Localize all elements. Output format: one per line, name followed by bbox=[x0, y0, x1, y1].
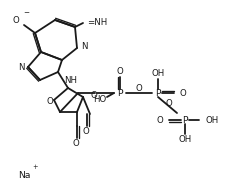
Text: O: O bbox=[83, 128, 89, 136]
Text: HO: HO bbox=[93, 94, 106, 103]
Text: O: O bbox=[136, 83, 142, 93]
Text: O: O bbox=[156, 115, 163, 124]
Text: N: N bbox=[81, 42, 88, 51]
Text: OH: OH bbox=[151, 68, 165, 77]
Text: N: N bbox=[19, 63, 25, 72]
Text: OH: OH bbox=[205, 115, 218, 124]
Text: −: − bbox=[23, 10, 29, 16]
Text: O: O bbox=[12, 15, 19, 24]
Text: O: O bbox=[166, 99, 173, 107]
Text: Na: Na bbox=[18, 171, 30, 180]
Text: +: + bbox=[32, 164, 38, 170]
Text: O: O bbox=[73, 140, 79, 149]
Text: O: O bbox=[180, 89, 187, 97]
Text: P: P bbox=[155, 89, 161, 97]
Text: O: O bbox=[117, 66, 123, 75]
Text: =NH: =NH bbox=[87, 17, 107, 26]
Text: O: O bbox=[46, 96, 53, 105]
Text: NH: NH bbox=[64, 75, 77, 84]
Text: OH: OH bbox=[178, 135, 192, 144]
Text: P: P bbox=[117, 89, 123, 97]
Text: P: P bbox=[182, 115, 188, 124]
Text: O: O bbox=[91, 91, 97, 100]
